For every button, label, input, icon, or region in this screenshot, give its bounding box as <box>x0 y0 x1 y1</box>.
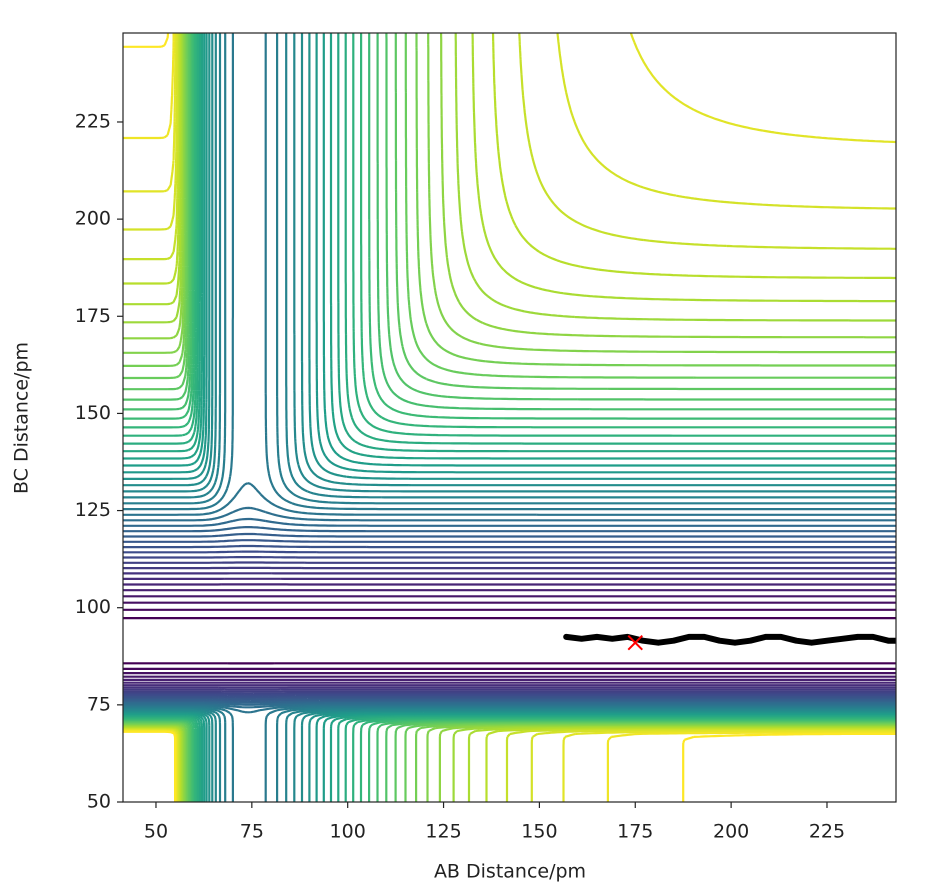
contour-line <box>123 583 896 684</box>
contour-line <box>123 33 896 802</box>
contour-line <box>123 33 896 802</box>
x-tick-label: 125 <box>425 821 461 843</box>
contour-line <box>123 601 896 675</box>
y-tick-label: 100 <box>75 596 111 618</box>
contour-line <box>123 33 896 802</box>
x-tick-label: 100 <box>330 821 366 843</box>
y-tick-label: 75 <box>87 693 111 715</box>
y-tick-label: 225 <box>75 110 111 132</box>
series-layer <box>563 633 896 651</box>
contour-line <box>123 589 896 681</box>
contour-line <box>123 506 896 709</box>
contour-line <box>123 572 896 689</box>
contour-line <box>123 526 896 704</box>
y-tick-label: 50 <box>87 791 111 813</box>
x-tick-label: 50 <box>144 821 168 843</box>
y-tick-label: 175 <box>75 305 111 327</box>
contour-line <box>123 544 896 699</box>
x-tick-label: 225 <box>809 821 845 843</box>
contour-line <box>123 539 896 701</box>
contour-line <box>123 33 896 802</box>
y-tick-label: 200 <box>75 208 111 230</box>
x-tick-label: 175 <box>617 821 653 843</box>
plot-frame <box>122 32 897 803</box>
contour-line <box>123 517 896 706</box>
contour-line <box>123 556 896 695</box>
contour-plot <box>123 33 896 802</box>
contour-line <box>123 561 896 693</box>
x-tick-label: 150 <box>521 821 557 843</box>
contour-line <box>123 482 896 714</box>
contour-line <box>123 595 896 678</box>
contour-line <box>123 566 896 691</box>
x-axis-label: AB Distance/pm <box>434 861 586 883</box>
contour-line <box>123 550 896 697</box>
contour-line <box>123 33 896 802</box>
contour-line <box>123 617 896 665</box>
point-marker <box>627 634 643 651</box>
y-tick-label: 150 <box>75 402 111 424</box>
contour-line <box>123 532 896 703</box>
trajectory-line <box>563 633 896 646</box>
contour-line <box>123 608 896 670</box>
x-tick-label: 75 <box>240 821 264 843</box>
y-tick-label: 125 <box>75 499 111 521</box>
contour-line <box>123 577 896 687</box>
y-axis-label: BC Distance/pm <box>11 342 33 494</box>
x-tick-label: 200 <box>713 821 749 843</box>
